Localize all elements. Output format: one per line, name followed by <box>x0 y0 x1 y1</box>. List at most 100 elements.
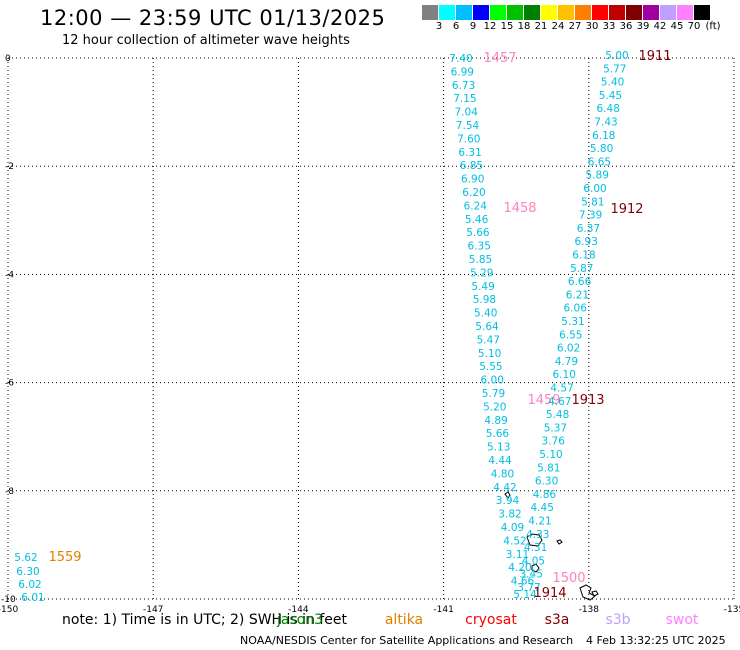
island-outline <box>591 590 599 597</box>
wave-height-value: 4.33 <box>526 529 549 541</box>
wave-height-value: 5.77 <box>603 63 626 75</box>
wave-height-value: 6.48 <box>597 103 620 115</box>
wave-height-value: 3.94 <box>496 495 520 507</box>
footer-note: note: 1) Time is in UTC; 2) SWH is in fe… <box>62 612 348 628</box>
lat-tick-label: -6 <box>5 379 14 389</box>
wave-height-value: 4.86 <box>533 489 557 501</box>
island-outline <box>531 563 540 573</box>
color-scale-labels: 3 6 9 12 15 18 21 24 27 30 33 36 39 42 45 70 (ft) <box>422 21 740 35</box>
wave-height-value: 3.45 <box>520 569 543 581</box>
scale-swatch <box>541 5 558 20</box>
wave-height-value: 4.45 <box>531 502 554 514</box>
lon-tick-label: -135 <box>724 605 740 615</box>
wave-height-value: 4.09 <box>501 522 524 534</box>
wave-height-value: 6.20 <box>462 187 485 199</box>
wave-height-value: 5.10 <box>539 449 562 461</box>
lat-tick-label: -8 <box>5 487 14 497</box>
wave-height-value: 6.01 <box>21 592 44 604</box>
wave-height-value: 7.43 <box>594 117 617 129</box>
wave-height-value: 6.02 <box>557 343 580 355</box>
wave-height-value: 4.52 <box>503 535 526 547</box>
pass-time-label: 1911 <box>638 49 671 64</box>
pass-time-label: 1914 <box>533 586 566 601</box>
wave-height-value: 5.40 <box>474 308 497 320</box>
wave-height-value: 6.30 <box>16 566 39 578</box>
color-scale-bar <box>422 5 711 20</box>
wave-height-value: 6.65 <box>588 156 611 168</box>
island-outline <box>504 491 511 499</box>
scale-label: 21 <box>534 21 548 32</box>
pass-time-label: 1559 <box>48 550 81 565</box>
pass-time-label: 1913 <box>571 393 604 408</box>
wave-height-value: 5.10 <box>478 348 501 360</box>
wave-height-value: 4.20 <box>508 562 531 574</box>
wave-height-value: 5.49 <box>471 281 494 293</box>
wave-height-value: 5.62 <box>14 552 37 564</box>
wave-height-value: 5.29 <box>470 267 493 279</box>
wave-height-value: 5.48 <box>546 409 569 421</box>
scale-label: 39 <box>636 21 650 32</box>
wave-height-value: 6.21 <box>566 289 589 301</box>
wave-height-value: 6.90 <box>461 174 484 186</box>
lat-tick-label: 0 <box>5 54 11 64</box>
satellite-legend-item: s3b <box>605 612 631 628</box>
wave-height-value: 5.55 <box>479 361 502 373</box>
wave-height-value: 3.82 <box>498 509 521 521</box>
wave-height-value: 6.18 <box>592 130 615 142</box>
scale-swatch <box>507 5 524 20</box>
scale-swatch <box>524 5 541 20</box>
wave-height-value: 7.54 <box>456 120 480 132</box>
scale-label: 18 <box>517 21 531 32</box>
wave-height-value: 4.67 <box>548 396 571 408</box>
wave-height-value: 6.06 <box>564 303 588 315</box>
wave-height-value: 4.80 <box>491 468 514 480</box>
wave-height-value: 6.99 <box>451 66 474 78</box>
scale-swatch <box>558 5 575 20</box>
wave-height-value: 6.35 <box>468 241 491 253</box>
wave-height-value: 5.80 <box>590 143 613 155</box>
wave-height-value: 6.10 <box>553 369 576 381</box>
generation-timestamp: 4 Feb 13:32:25 UTC 2025 <box>586 634 726 647</box>
satellite-legend-item: jason3 <box>276 612 324 628</box>
pass-time-label: 1500 <box>552 571 585 586</box>
wave-height-value: 4.79 <box>555 356 578 368</box>
wave-height-value: 7.40 <box>449 53 472 65</box>
scale-label: 9 <box>469 21 477 32</box>
wave-height-value: 4.44 <box>488 455 512 467</box>
wave-height-value: 4.05 <box>522 555 545 567</box>
wave-height-value: 6.93 <box>575 236 598 248</box>
wave-height-value: 4.42 <box>493 482 516 494</box>
island-outline <box>579 584 596 601</box>
wave-height-value: 5.98 <box>473 294 496 306</box>
wave-height-value: 3.76 <box>542 436 566 448</box>
wave-height-value: 5.37 <box>544 422 567 434</box>
wave-height-value: 7.15 <box>453 93 476 105</box>
lon-tick-label: -150 <box>0 605 18 615</box>
wave-height-value: 5.13 <box>487 442 510 454</box>
wave-height-value: 6.02 <box>18 579 41 591</box>
wave-height-value: 5.89 <box>586 170 609 182</box>
wave-height-value: 5.00 <box>605 50 628 62</box>
lon-tick-label: -138 <box>579 605 600 615</box>
scale-swatch <box>626 5 643 20</box>
wave-height-value: 7.39 <box>579 210 602 222</box>
wave-height-value: 3.11 <box>506 549 529 561</box>
scale-label: (ft) <box>705 21 721 32</box>
scale-swatch <box>694 5 711 20</box>
wave-height-value: 5.79 <box>482 388 505 400</box>
wave-height-value: 5.81 <box>581 196 604 208</box>
lon-tick-label: -144 <box>288 605 309 615</box>
scale-label: 3 <box>435 21 443 32</box>
lon-tick-label: -147 <box>143 605 163 615</box>
wave-height-value: 5.64 <box>475 321 499 333</box>
wave-height-value: 4.89 <box>484 415 507 427</box>
lat-tick-label: -4 <box>5 270 14 280</box>
page-title: 12:00 — 23:59 UTC 01/13/2025 <box>40 6 386 30</box>
pass-time-label: 1912 <box>610 202 643 217</box>
page-subtitle: 12 hour collection of altimeter wave hei… <box>62 33 350 48</box>
wave-height-value: 6.31 <box>458 147 481 159</box>
wave-height-value: 4.57 <box>550 383 573 395</box>
scale-label: 27 <box>568 21 582 32</box>
wave-height-value: 5.85 <box>469 254 492 266</box>
satellite-legend-item: swot <box>665 612 699 628</box>
